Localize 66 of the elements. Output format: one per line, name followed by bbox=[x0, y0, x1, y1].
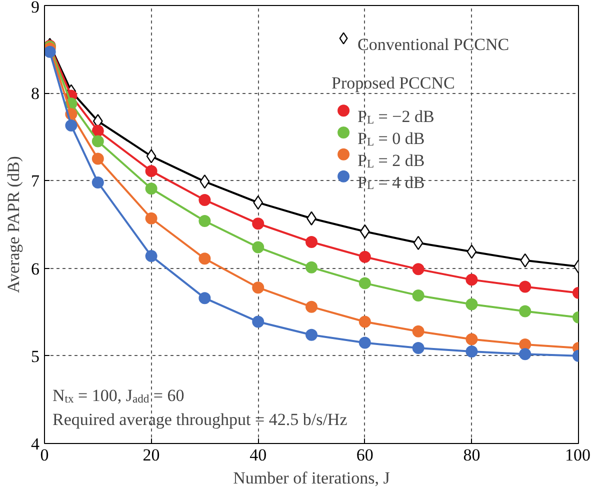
point bbox=[145, 250, 158, 262]
point bbox=[92, 176, 104, 188]
point bbox=[92, 124, 104, 137]
point bbox=[466, 333, 478, 346]
point bbox=[145, 182, 158, 195]
point bbox=[466, 346, 478, 358]
point bbox=[519, 338, 532, 350]
point bbox=[44, 46, 56, 58]
y-axis-title: Average PAPR (dB) bbox=[4, 156, 23, 293]
legend-label: PL = −2 dB bbox=[358, 107, 434, 127]
point bbox=[519, 280, 532, 293]
point bbox=[198, 194, 211, 206]
point bbox=[306, 300, 318, 313]
point bbox=[520, 253, 530, 268]
annotation: Ntx = 100, Jadd = 60 bbox=[52, 386, 184, 406]
point bbox=[252, 282, 264, 294]
x-tick-label: 60 bbox=[356, 446, 374, 464]
point bbox=[198, 252, 211, 265]
point bbox=[145, 165, 158, 178]
x-tick-label: 40 bbox=[250, 446, 267, 464]
y-tick-label: 8 bbox=[31, 84, 40, 104]
point bbox=[466, 244, 477, 259]
point bbox=[92, 152, 104, 165]
legend-label: PL = 2 dB bbox=[358, 150, 425, 170]
x-tick-label: 100 bbox=[565, 446, 590, 464]
point bbox=[358, 250, 371, 263]
annotation: Required average throughput = 42.5 b/s/Hz bbox=[52, 410, 348, 429]
point bbox=[412, 325, 424, 338]
legend-label: PL = 0 dB bbox=[358, 129, 425, 148]
point bbox=[358, 277, 371, 290]
point bbox=[253, 196, 264, 210]
point bbox=[252, 316, 264, 328]
point bbox=[466, 298, 478, 310]
point bbox=[466, 274, 478, 286]
point bbox=[358, 316, 371, 328]
point bbox=[413, 236, 424, 250]
legend-title: Proposed PCCNC bbox=[332, 74, 455, 93]
y-tick-label: 5 bbox=[31, 346, 40, 366]
x-axis-title: Number of iterations, J bbox=[233, 468, 390, 488]
point bbox=[145, 212, 158, 224]
legend-label: Conventional PCCNC bbox=[358, 34, 510, 54]
point bbox=[198, 292, 211, 304]
point bbox=[252, 218, 264, 230]
point bbox=[519, 348, 532, 360]
point bbox=[358, 336, 371, 349]
point bbox=[306, 261, 318, 274]
x-tick-label: 80 bbox=[463, 446, 480, 464]
point bbox=[306, 328, 318, 341]
point bbox=[360, 224, 370, 239]
point bbox=[412, 342, 424, 354]
point bbox=[146, 149, 156, 164]
x-tick-label: 0 bbox=[40, 446, 49, 464]
point bbox=[200, 174, 210, 189]
point bbox=[92, 135, 104, 148]
point bbox=[252, 241, 264, 254]
point bbox=[412, 289, 424, 302]
y-tick-label: 9 bbox=[31, 0, 40, 16]
y-tick-label: 7 bbox=[31, 172, 40, 191]
point bbox=[519, 305, 532, 318]
point bbox=[198, 215, 211, 227]
y-tick-label: 6 bbox=[31, 259, 40, 278]
point bbox=[412, 263, 424, 276]
point bbox=[306, 236, 318, 248]
point bbox=[65, 120, 78, 132]
y-tick-label: 4 bbox=[31, 434, 40, 454]
x-tick-label: 20 bbox=[142, 446, 160, 464]
